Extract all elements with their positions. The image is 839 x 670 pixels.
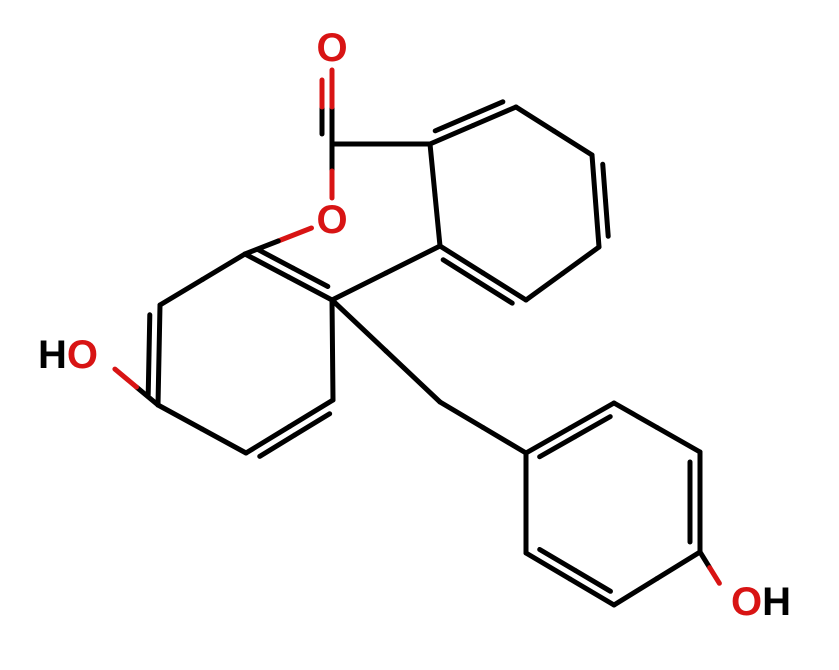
- molecule-diagram: O O HO OH: [0, 0, 839, 670]
- atom-label-OH16: HO: [38, 333, 98, 377]
- atom-label-O1: O: [316, 26, 347, 70]
- atom-label-OH24: OH: [731, 580, 791, 624]
- atom-label-O3: O: [316, 198, 347, 242]
